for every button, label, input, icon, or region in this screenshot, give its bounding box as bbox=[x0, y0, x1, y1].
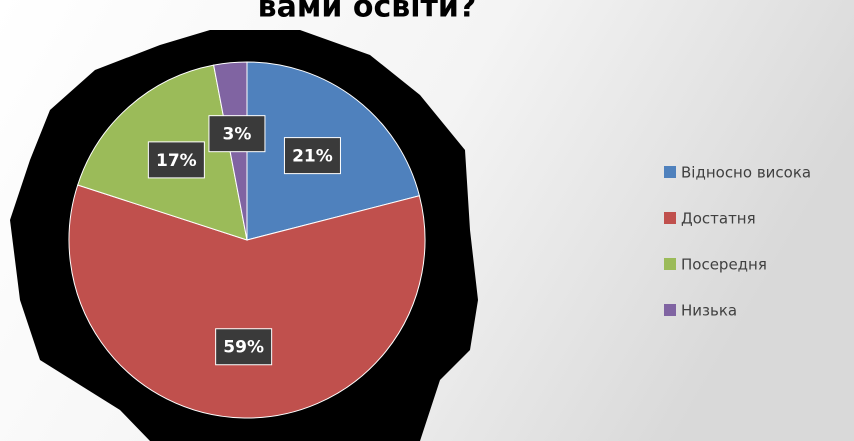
legend-swatch bbox=[664, 212, 676, 224]
legend-swatch bbox=[664, 166, 676, 178]
data-label: 17% bbox=[156, 151, 197, 171]
data-label: 59% bbox=[223, 338, 264, 358]
legend-swatch bbox=[664, 304, 676, 316]
legend-swatch bbox=[664, 258, 676, 270]
pie-slice bbox=[68, 184, 426, 419]
data-label: 21% bbox=[292, 147, 333, 167]
legend-label: Відносно висока bbox=[681, 164, 811, 182]
legend-label: Посередня bbox=[681, 256, 767, 274]
label-box bbox=[147, 141, 205, 179]
data-label: 3% bbox=[223, 125, 252, 145]
chart-title: вами освіти? bbox=[258, 0, 477, 25]
label-box bbox=[215, 328, 273, 366]
legend-label: Достатня bbox=[681, 210, 756, 228]
label-box bbox=[283, 137, 341, 175]
legend-label: Низька bbox=[681, 302, 737, 320]
label-box bbox=[208, 115, 266, 153]
